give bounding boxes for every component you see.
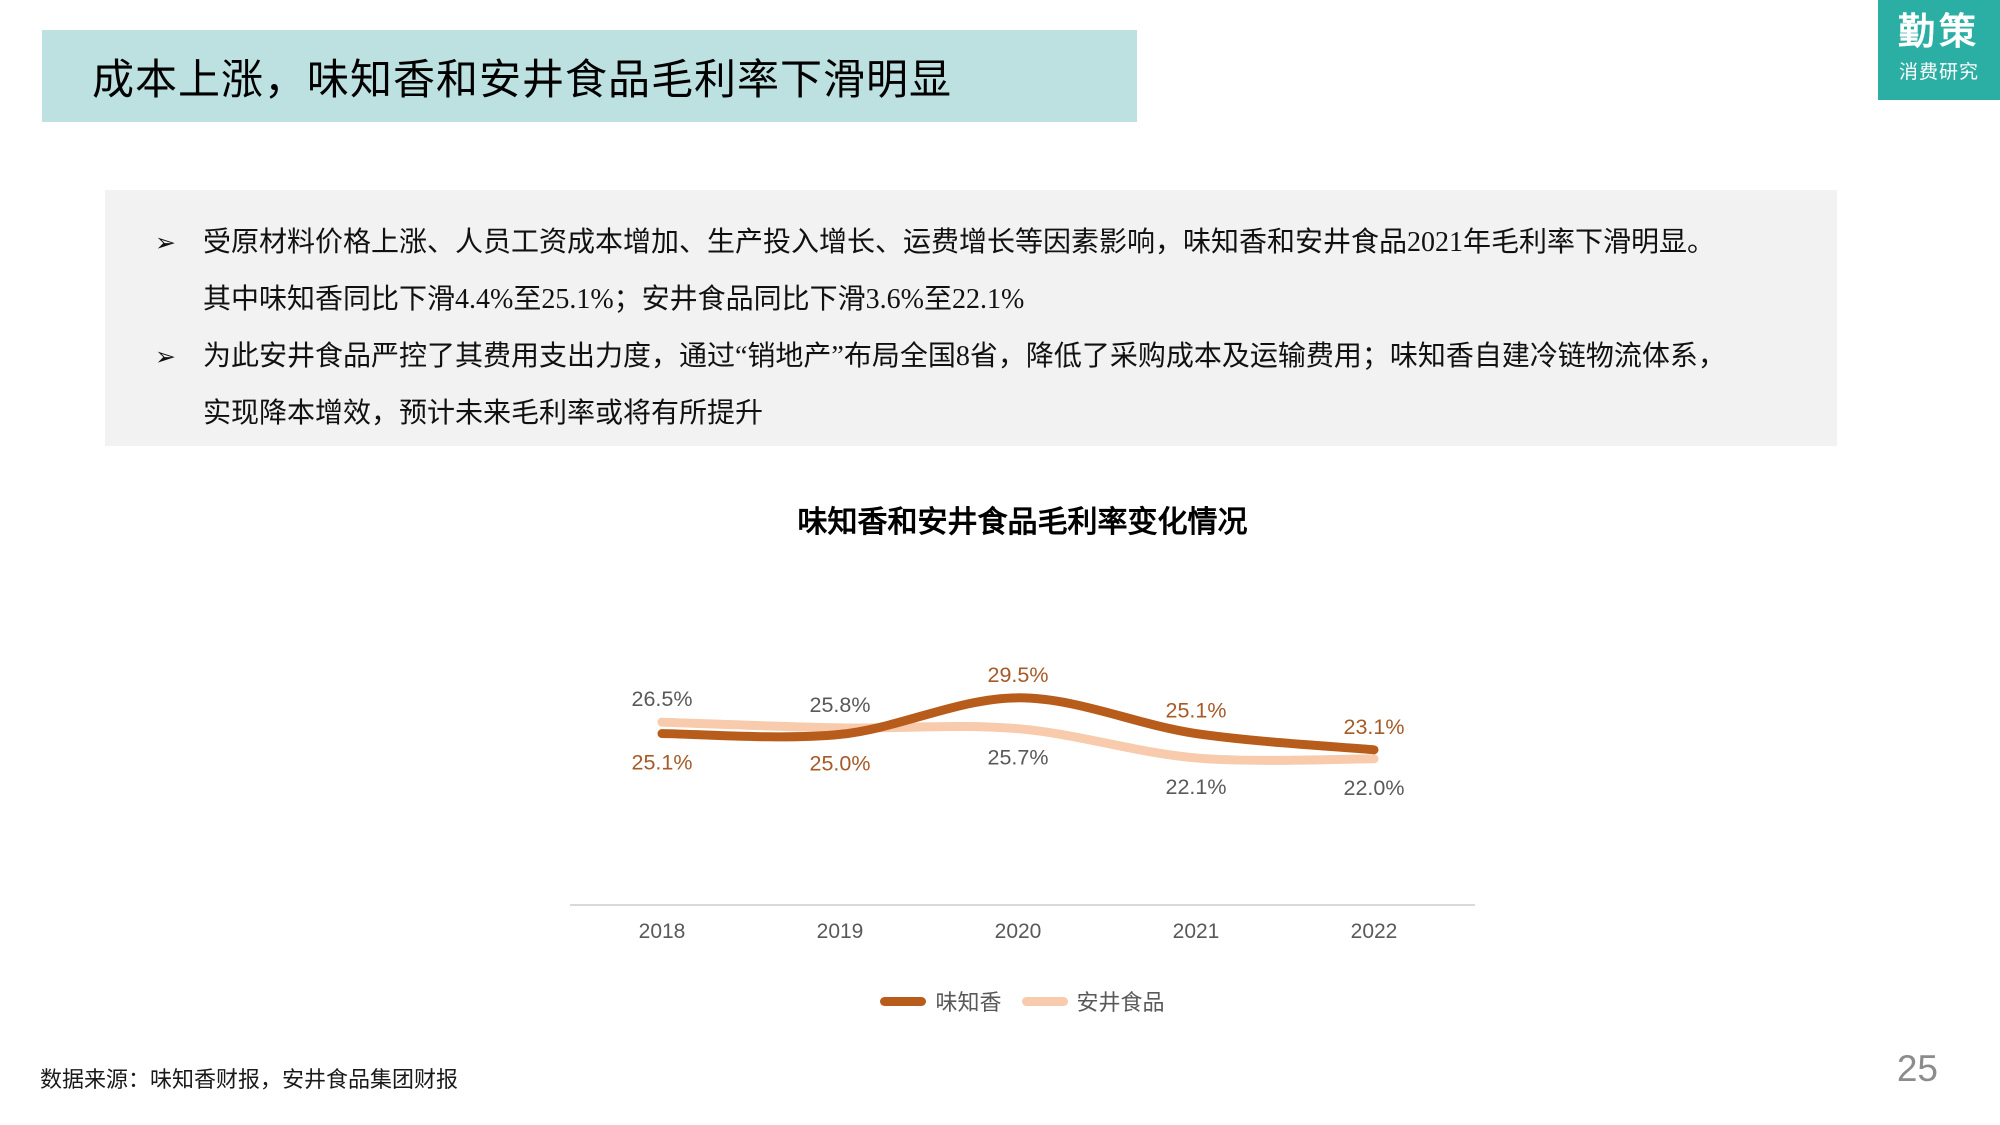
data-label-series-0: 25.1% (1166, 699, 1227, 723)
legend-item-series-1: 安井食品 (1021, 985, 1165, 1017)
bullet-text: 为此安井食品严控了其费用支出力度，通过“销地产”布局全国8省，降低了采购成本及运… (203, 328, 1726, 442)
bullet-arrow-icon: ➢ (155, 228, 176, 257)
data-label-series-1: 22.0% (1344, 776, 1405, 800)
data-label-series-1: 26.5% (632, 687, 693, 711)
brand-subtitle: 消费研究 (1898, 62, 1979, 84)
data-label-series-1: 25.7% (988, 746, 1049, 770)
bullet-line: 为此安井食品严控了其费用支出力度，通过“销地产”布局全国8省，降低了采购成本及运… (203, 341, 1726, 372)
x-tick-label: 2022 (1351, 920, 1398, 943)
bullet-line: 其中味知香同比下滑4.4%至25.1%；安井食品同比下滑3.6%至22.1% (203, 284, 1025, 315)
legend-item-series-0: 味知香 (880, 985, 1002, 1017)
x-tick-label: 2019 (817, 920, 864, 943)
series-line-0 (657, 693, 1379, 755)
x-tick-label: 2018 (639, 920, 686, 943)
data-label-series-0: 29.5% (988, 663, 1049, 687)
bullet-item: ➢ 受原材料价格上涨、人员工资成本增加、生产投入增长、运费增长等因素影响，味知香… (155, 214, 1807, 328)
data-label-series-1: 22.1% (1166, 775, 1227, 799)
summary-callout: ➢ 受原材料价格上涨、人员工资成本增加、生产投入增长、运费增长等因素影响，味知香… (105, 190, 1837, 446)
bullet-text: 受原材料价格上涨、人员工资成本增加、生产投入增长、运费增长等因素影响，味知香和安… (203, 214, 1715, 328)
bullet-item: ➢ 为此安井食品严控了其费用支出力度，通过“销地产”布局全国8省，降低了采购成本… (155, 328, 1807, 442)
page-title: 成本上涨，味知香和安井食品毛利率下滑明显 (92, 57, 953, 104)
data-label-series-0: 25.1% (632, 751, 693, 775)
legend-label-series-0: 味知香 (935, 990, 1002, 1015)
x-tick-label: 2021 (1173, 920, 1220, 943)
source-note: 数据来源：味知香财报，安井食品集团财报 (40, 1067, 459, 1092)
title-bar: 成本上涨，味知香和安井食品毛利率下滑明显 (42, 30, 1137, 122)
brand-name: 勤策 (1898, 12, 1980, 53)
legend-swatch-series-0 (880, 996, 927, 1006)
chart-title: 味知香和安井食品毛利率变化情况 (797, 506, 1248, 539)
data-label-series-1: 25.8% (810, 693, 871, 717)
legend-label-series-1: 安井食品 (1076, 990, 1165, 1015)
legend-swatch-series-1 (1021, 996, 1068, 1006)
line-chart: 2018 2019 2020 2021 2022 25.1% 25.0% 29.5% 25.1%… (570, 640, 1475, 1017)
data-label-series-0: 23.1% (1344, 715, 1405, 739)
x-tick-label: 2020 (995, 920, 1042, 943)
bullet-line: 受原材料价格上涨、人员工资成本增加、生产投入增长、运费增长等因素影响，味知香和安… (203, 227, 1716, 258)
bullet-arrow-icon: ➢ (155, 342, 176, 371)
data-label-series-0: 25.0% (810, 751, 871, 775)
brand-logo: 勤策 消费研究 (1878, 0, 2000, 100)
bullet-line: 实现降本增效，预计未来毛利率或将有所提升 (203, 398, 764, 429)
chart-legend: 味知香 安井食品 (570, 985, 1475, 1017)
chart-canvas: 2018 2019 2020 2021 2022 25.1% 25.0% 29.5% 25.1%… (570, 663, 1475, 943)
page-number: 25 (1896, 1048, 1938, 1089)
series-line-1 (657, 717, 1379, 765)
